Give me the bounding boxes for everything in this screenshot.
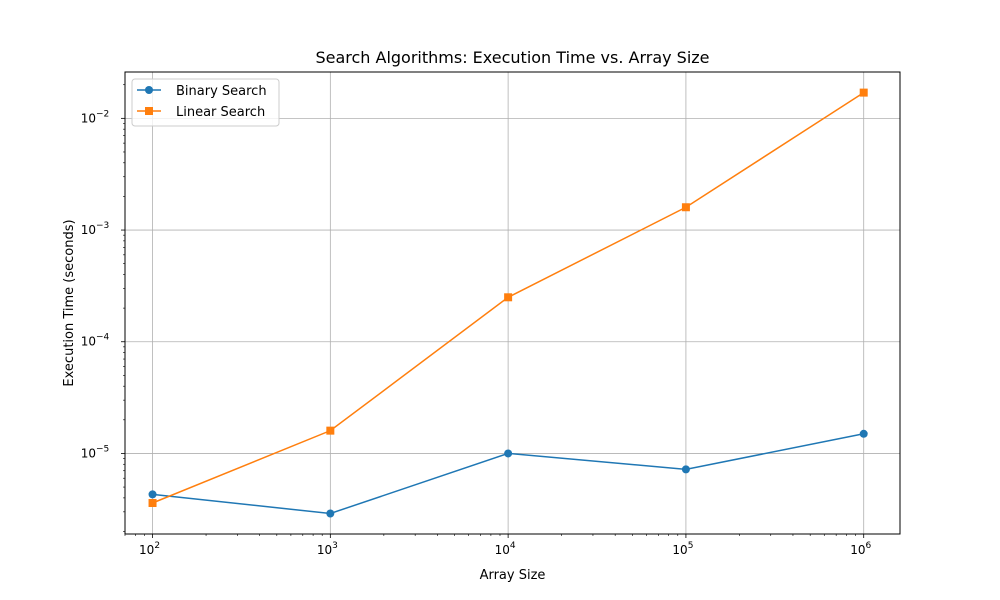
data-point-binary-search: [681, 465, 690, 474]
data-point-binary-search: [148, 490, 157, 499]
data-point-linear-search: [326, 426, 335, 435]
major-ticks: [121, 117, 865, 538]
data-point-linear-search: [681, 203, 690, 212]
legend-marker-binary-search: [145, 86, 153, 94]
data-point-linear-search: [148, 498, 157, 507]
legend-label-linear-search: Linear Search: [176, 105, 265, 120]
x-axis-label: Array Size: [480, 568, 546, 583]
data-point-binary-search: [859, 429, 868, 438]
y-axis-label: Execution Time (seconds): [62, 219, 77, 386]
data-point-binary-search: [326, 509, 335, 518]
legend-box: [131, 78, 280, 127]
plot-frame: [124, 71, 901, 535]
data-point-binary-search: [504, 449, 513, 458]
legend-label-binary-search: Binary Search: [176, 84, 267, 99]
legend-marker-linear-search: [145, 107, 153, 115]
legend: Binary Search Linear Search: [131, 78, 280, 127]
data-series: [148, 88, 868, 518]
data-point-linear-search: [504, 293, 513, 302]
data-point-linear-search: [859, 88, 868, 97]
chart-title: Search Algorithms: Execution Time vs. Ar…: [315, 48, 709, 67]
minor-ticks: [123, 84, 856, 536]
